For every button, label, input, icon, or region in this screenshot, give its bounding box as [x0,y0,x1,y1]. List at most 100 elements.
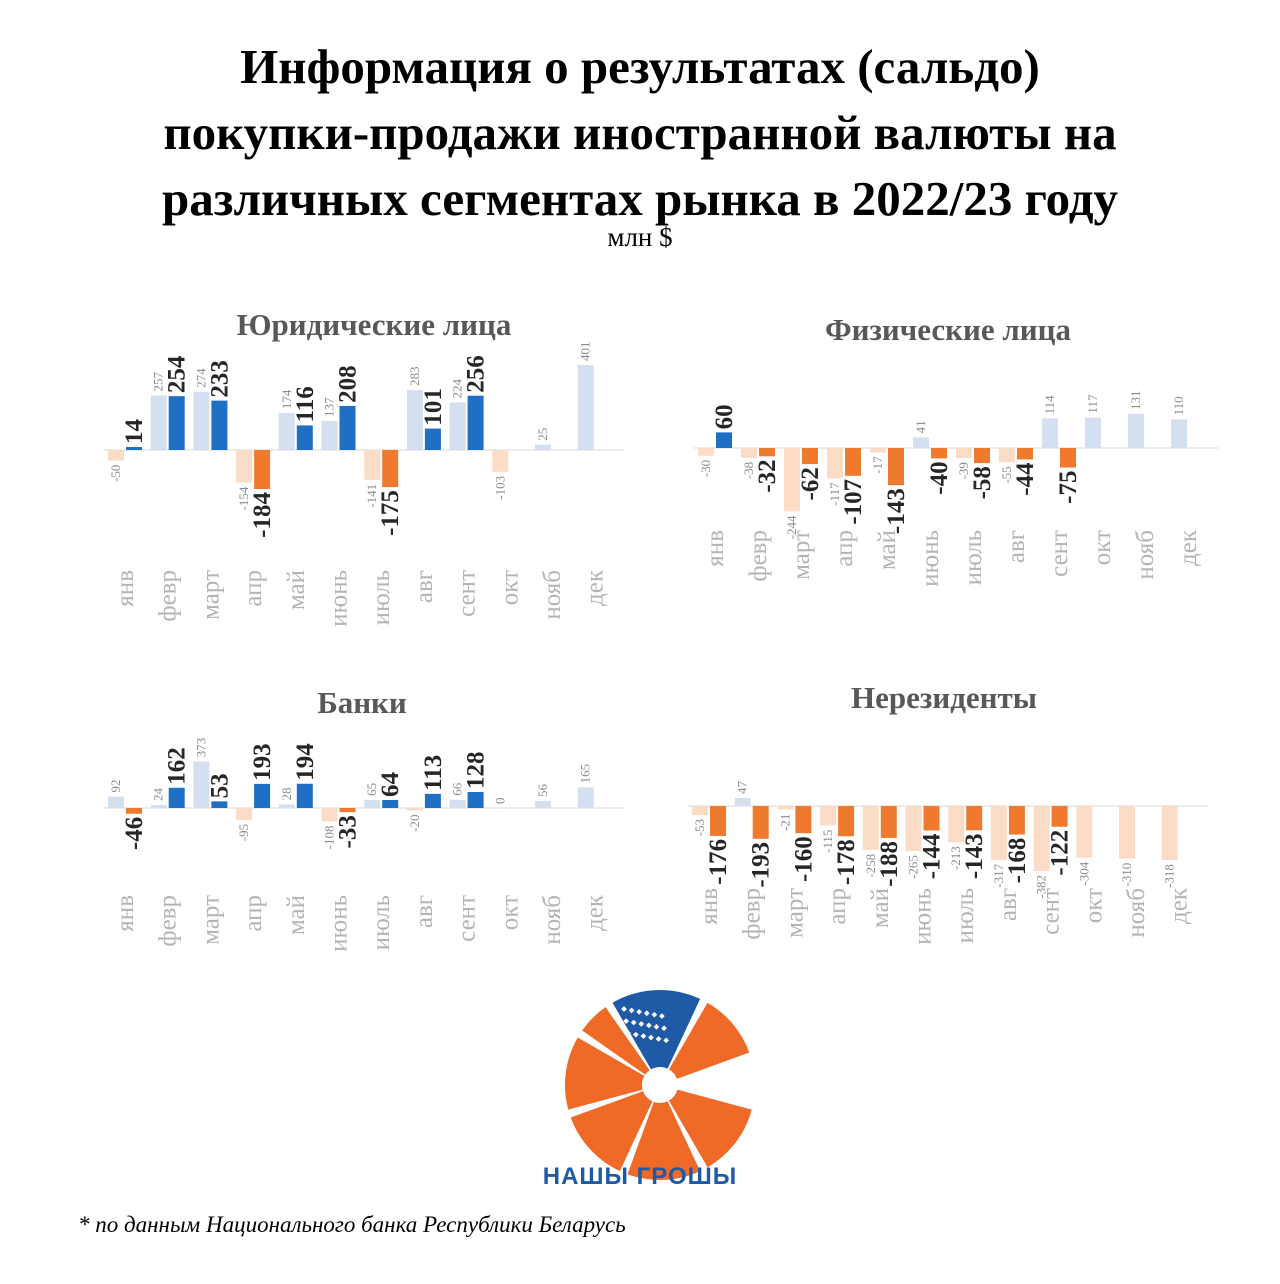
bar-2023 [211,400,228,450]
value-label-2022: -95 [236,824,251,841]
bar-2023 [838,806,855,837]
chart-panel-2: Физические лица -30 60 янв -38-32 февр -244 -62… [694,312,1218,587]
title-line-1: Информация о результатах (сальдо) [240,39,1040,94]
bar-2023 [1017,448,1033,460]
month-label: март [781,888,808,938]
bar-2023 [795,806,812,834]
bar-2023 [759,448,775,457]
bar-2022 [741,448,757,458]
value-label-2023: -178 [833,839,860,885]
value-label-2023: -193 [748,842,775,888]
value-label-2022: -317 [991,863,1006,887]
month-label: июнь [326,895,353,952]
bar-2022 [1171,419,1187,448]
logo-ornament-segment [612,990,701,1070]
value-label-2022: 25 [535,428,550,441]
bar-2022 [364,450,381,480]
value-label-2022: 28 [279,788,294,801]
bar-2022 [777,806,794,810]
month-label: апр [831,530,858,567]
value-label-2023: -40 [926,461,953,494]
panel-title: Банки [317,685,407,720]
value-label-2023: -122 [1047,830,1074,876]
value-label-2022: 0 [492,798,507,805]
month-label: янв [112,895,139,932]
bar-2023 [296,783,313,808]
logo-segment [627,1101,701,1180]
bar-2023 [716,432,732,448]
month-label: февр [155,895,182,947]
value-label-2023: 14 [121,419,148,445]
value-label-2022: -20 [407,815,422,832]
month-label: май [867,888,894,928]
bar-2022 [193,761,210,808]
bar-2022 [321,808,338,822]
value-label-2022: -154 [236,486,251,510]
month-label: май [283,895,310,935]
bar-2022 [698,448,714,456]
month-label: июль [368,570,395,625]
month-label: авг [1003,530,1030,563]
value-label-2023: 194 [292,743,319,781]
bar-2023 [845,448,861,476]
bar-2023 [424,428,441,450]
value-label-2023: -107 [840,479,867,525]
bar-2022 [990,806,1007,860]
value-label-2023: -46 [121,817,148,850]
bar-2022 [577,787,594,808]
value-label-2023: -62 [797,467,824,500]
bar-2022 [820,806,837,826]
value-label-2023: 101 [420,388,447,426]
bar-2022 [321,420,338,450]
brand-name: НАШЫ ГРОШЫ [542,1163,738,1190]
bar-2022 [862,806,879,850]
title-line-3: различных сегментах рынка в 2022/23 году [162,171,1118,226]
value-label-2023: -188 [876,841,903,887]
bar-2022 [535,801,551,808]
value-label-2022: 373 [193,738,208,758]
bar-2022 [1076,806,1093,858]
month-label: нояб [539,570,566,620]
panel-title: Нерезиденты [851,680,1037,715]
bar-2022 [734,798,751,806]
bar-2023 [211,801,228,808]
value-label-2023: -143 [961,833,988,879]
value-label-2022: 114 [1042,395,1057,415]
month-label: сент [1046,530,1073,577]
bar-2022 [948,806,965,843]
value-label-2022: 257 [151,372,166,392]
month-label: окт [1080,888,1107,923]
month-label: сент [454,895,481,942]
logo-segment [582,1007,650,1075]
value-label-2023: -168 [1004,838,1031,884]
bar-2023 [923,806,940,831]
value-label-2022: 110 [1171,396,1186,415]
value-label-2022: -50 [108,465,123,482]
month-label: март [197,570,224,620]
bar-2022 [1042,418,1058,448]
bar-2022 [150,805,167,808]
value-label-2023: -160 [790,836,817,882]
value-label-2023: 64 [377,772,404,798]
value-label-2022: -17 [870,456,885,474]
value-label-2023: 53 [206,773,233,798]
bar-2023 [339,808,356,813]
month-label: авг [411,895,438,928]
bar-2022 [406,390,423,450]
bar-2023 [254,450,271,490]
value-label-2022: -213 [948,846,963,870]
value-label-2023: -144 [919,833,946,879]
value-label-2023: -75 [1055,471,1082,504]
month-label: июль [368,895,395,950]
bar-2022 [1085,417,1101,448]
value-label-2023: 162 [164,747,191,785]
bar-2022 [1161,806,1178,861]
value-label-2022: -304 [1076,861,1091,885]
value-label-2022: -21 [777,814,792,831]
value-label-2023: 256 [463,355,490,393]
month-label: сент [454,570,481,617]
bar-2022 [108,796,124,808]
value-label-2022: 24 [151,788,166,802]
value-label-2023: -175 [377,490,404,536]
month-label: дек [1166,887,1193,924]
